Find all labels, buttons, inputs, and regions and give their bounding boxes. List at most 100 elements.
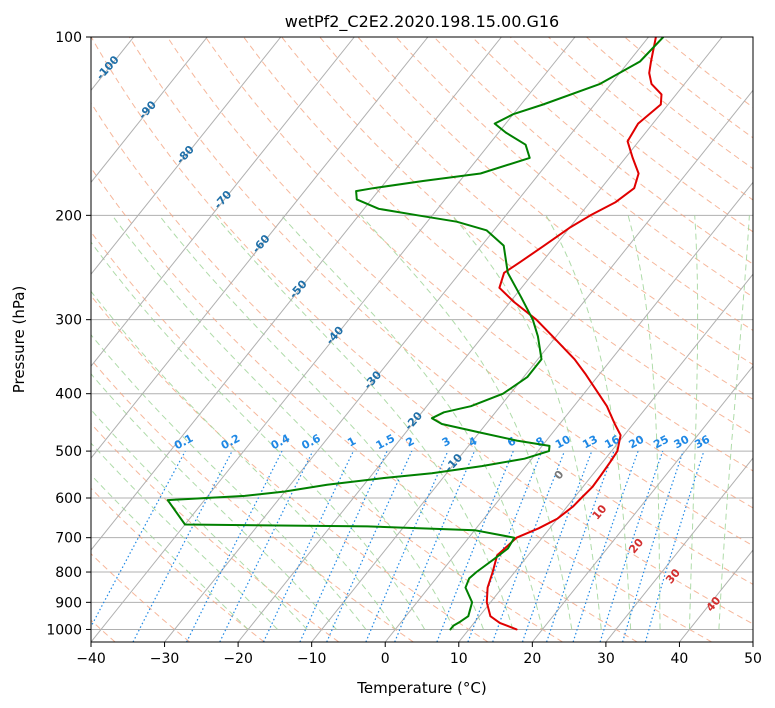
dry-adiabat-line <box>395 37 753 332</box>
y-tick-label: 500 <box>55 444 82 460</box>
dry-adiabat-line <box>91 37 753 625</box>
dry-adiabat-line <box>166 37 753 547</box>
isotherm-line <box>679 549 753 642</box>
x-tick-label: 10 <box>450 651 468 667</box>
mixing-ratio-line <box>572 450 639 642</box>
x-tick-label: 30 <box>597 651 615 667</box>
y-tick-label: 200 <box>55 208 82 224</box>
moist-adiabat-line <box>91 442 278 630</box>
moist-adiabat-line <box>91 334 367 630</box>
isotherm-line <box>237 37 723 642</box>
moist-adiabat-line <box>214 214 514 630</box>
mixing-ratio-line <box>492 450 566 642</box>
y-tick-label: 400 <box>55 387 82 403</box>
mixing-ratio-line <box>262 450 354 642</box>
dry-adiabat-line <box>91 101 713 642</box>
mixing-ratio-line <box>644 450 705 642</box>
y-axis-title: Pressure (hPa) <box>10 286 28 394</box>
isotherm-line <box>91 37 208 184</box>
x-axis-ticks: −40 −30 −20 −10 0 10 20 30 40 50 <box>76 642 762 667</box>
moist-adiabat-label: 0 <box>552 468 567 482</box>
sounding-traces <box>166 37 665 631</box>
mixing-ratio-line <box>219 450 314 642</box>
dry-adiabat-line <box>91 295 489 642</box>
isotherm-line <box>752 641 753 642</box>
moist-adiabat-line <box>718 215 750 630</box>
moist-adiabat-line <box>689 215 699 630</box>
dry-adiabat-line <box>357 37 753 366</box>
dry-adiabat-line <box>662 37 753 109</box>
plot-area: 0.1 0.2 0.4 0.6 1 1.5 2 3 4 6 8 10 13 16 20 25 30 36-100-… <box>91 37 753 642</box>
isotherm-line <box>458 273 753 642</box>
moist-adiabat-line <box>91 241 426 630</box>
y-axis-ticks: 100 200 300 400 500 600 700 800 900 1000 <box>46 30 91 638</box>
mixing-ratio-lines <box>91 450 705 642</box>
x-tick-label: 0 <box>381 651 390 667</box>
y-tick-label: 800 <box>55 565 82 581</box>
dry-adiabat-line <box>319 37 753 400</box>
mixing-ratio-label: 25 <box>651 433 671 452</box>
dry-adiabat-line <box>509 37 753 233</box>
moist-adiabat-line <box>91 290 396 630</box>
isotherms <box>91 37 753 642</box>
mixing-ratio-line <box>394 450 476 642</box>
x-axis-title: Temperature (°C) <box>356 679 486 697</box>
plot-frame <box>90 36 754 643</box>
isotherm-line <box>531 365 753 642</box>
x-tick-label: 50 <box>744 651 762 667</box>
dry-adiabats <box>91 37 753 642</box>
isotherm-line <box>91 37 429 459</box>
dry-adiabat-line <box>205 37 753 509</box>
x-tick-label: 40 <box>671 651 689 667</box>
isotherm-line <box>384 181 753 642</box>
mixing-ratio-label: 20 <box>627 433 647 452</box>
mixing-ratio-label: 6 <box>505 434 518 449</box>
dry-adiabat-line <box>91 358 414 642</box>
dewpoint-trace <box>166 37 665 631</box>
isotherm-line <box>164 37 649 642</box>
mixing-ratio-label: 1.5 <box>374 432 397 453</box>
y-tick-label: 1000 <box>46 622 82 638</box>
moist-adiabat-line <box>111 215 455 630</box>
moist-adiabat-line <box>360 214 573 630</box>
mixing-ratio-label: 3 <box>440 434 453 449</box>
mixing-ratio-line <box>326 450 413 642</box>
mixing-ratio-line <box>365 450 449 642</box>
x-tick-label: −10 <box>297 651 327 667</box>
mixing-ratio-label: 0.6 <box>300 432 324 453</box>
dry-adiabat-line <box>91 487 265 642</box>
x-tick-label: −20 <box>223 651 253 667</box>
dry-adiabat-line <box>586 37 753 170</box>
mixing-ratio-label: 13 <box>580 433 600 452</box>
moist-adiabat-line <box>91 373 337 630</box>
mixing-ratio-label: 30 <box>672 433 692 452</box>
moist-adiabat-label: 10 <box>590 502 610 522</box>
moist-adiabat-line <box>451 214 602 630</box>
moist-adiabat-line <box>91 408 308 630</box>
mixing-ratio-line <box>622 450 684 642</box>
moist-adiabat-label: 20 <box>626 536 646 556</box>
moist-adiabat-line <box>627 215 661 630</box>
dry-adiabat-line <box>91 423 340 642</box>
isotherm-line <box>91 37 576 642</box>
mixing-ratio-label: 1 <box>345 434 358 449</box>
mixing-ratio-line <box>467 450 543 642</box>
mixing-ratio-label: 0.4 <box>269 432 293 453</box>
y-tick-label: 100 <box>55 30 82 46</box>
moist-adiabat-label: 30 <box>663 566 683 586</box>
dry-adiabat-line <box>91 231 563 642</box>
mixing-ratio-line <box>546 450 615 642</box>
isotherm-line <box>91 37 282 276</box>
y-tick-label: 300 <box>55 313 82 329</box>
mixing-ratio-line <box>91 450 186 628</box>
dry-adiabat-line <box>433 37 753 298</box>
mixing-ratio-line <box>521 450 593 642</box>
mixing-ratio-line <box>599 450 664 642</box>
mixing-ratio-label: 0.2 <box>219 432 242 453</box>
moist-adiabats <box>91 214 750 630</box>
dry-adiabat-line <box>471 37 753 265</box>
isotherm-line <box>311 89 753 642</box>
moist-adiabat-line <box>545 215 632 630</box>
mixing-ratio-label: 0.1 <box>172 432 195 453</box>
